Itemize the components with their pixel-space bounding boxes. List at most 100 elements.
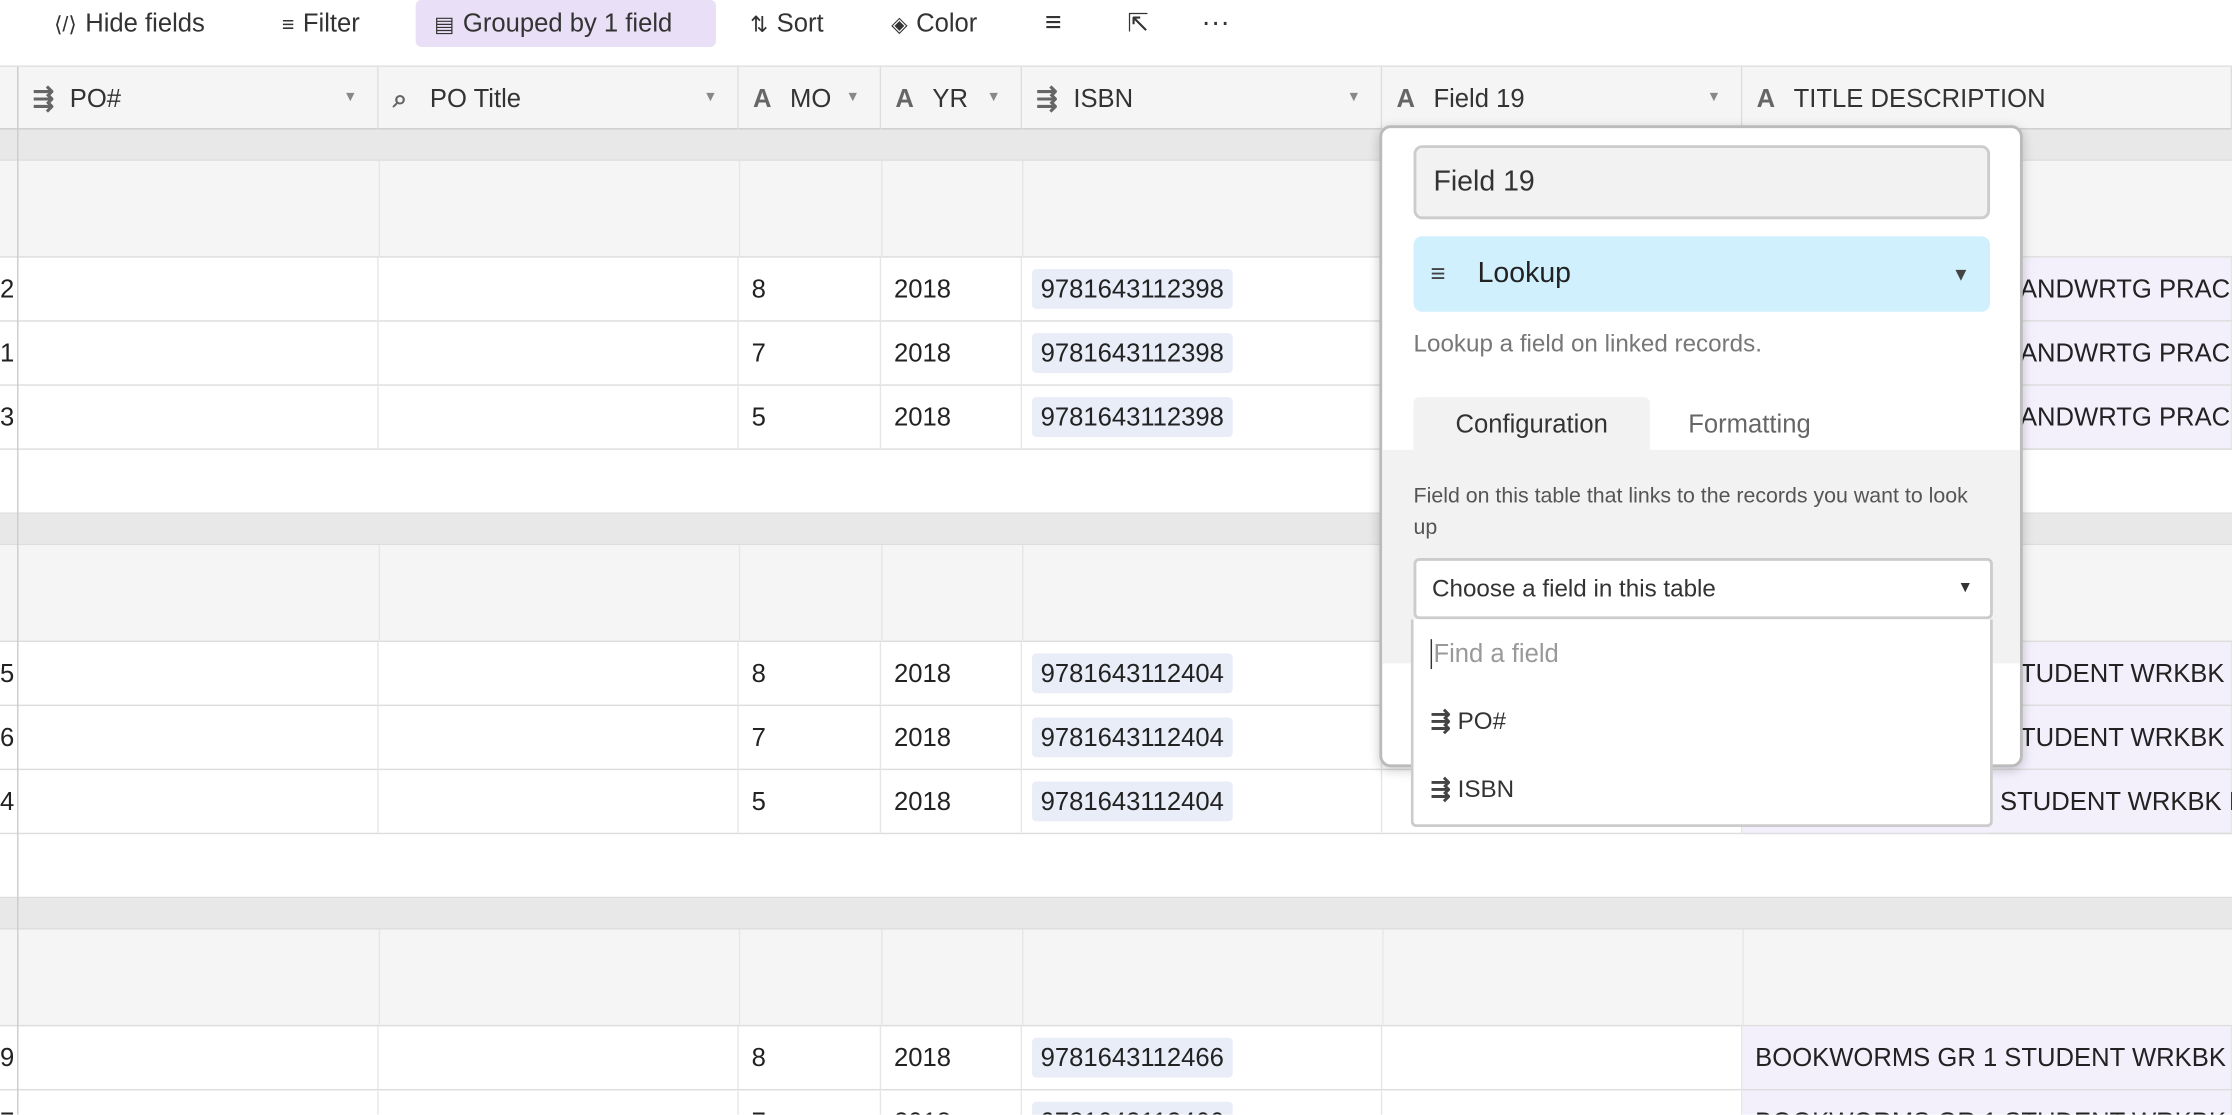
column-header[interactable]: MO A ▼: [738, 66, 882, 130]
toolbar-button[interactable]: ◈ Color: [891, 8, 978, 38]
cell-isbn[interactable]: 9781643112466: [1022, 1090, 1383, 1115]
tab[interactable]: Formatting: [1688, 409, 1811, 439]
column-header[interactable]: ISBN ⇶ ▼: [1022, 66, 1383, 130]
cell-mo[interactable]: 7: [738, 706, 882, 771]
cell[interactable]: [1382, 1090, 1743, 1115]
search-input[interactable]: Find a field: [1430, 639, 1559, 670]
link-field-select[interactable]: Choose a field in this table ▼: [1413, 558, 1993, 620]
cell-yr[interactable]: 2018: [881, 706, 1023, 771]
toolbar-label: Filter: [302, 8, 360, 38]
toolbar: [0, 0, 2232, 67]
cell[interactable]: [378, 1026, 739, 1091]
row-number: 9: [0, 1026, 19, 1091]
cell-yr[interactable]: 2018: [881, 385, 1023, 450]
field-option[interactable]: ⇶ PO#: [1430, 707, 1507, 735]
cell-title-text: ANDWRTG PRAC: [2007, 386, 2232, 450]
cell[interactable]: [18, 770, 379, 835]
option-label: PO#: [1457, 707, 1507, 735]
cell-title[interactable]: [1742, 1026, 2232, 1091]
cell-mo[interactable]: 7: [738, 321, 882, 386]
cell[interactable]: [379, 1090, 739, 1115]
field-type-select[interactable]: Lookup ▼ ≡: [1413, 236, 1991, 312]
isbn-pill: 9781643112404: [1032, 717, 1233, 758]
cell[interactable]: [378, 770, 739, 835]
cell-mo[interactable]: 8: [738, 641, 882, 707]
cell-mo[interactable]: 5: [738, 385, 882, 450]
cell-yr[interactable]: 2018: [881, 770, 1023, 835]
cell[interactable]: [1382, 1026, 1743, 1091]
cell[interactable]: [18, 385, 379, 450]
toolbar-button[interactable]: ⟨/⟩ Hide fields: [54, 8, 205, 38]
isbn-pill: 9781643112398: [1032, 397, 1233, 438]
isbn-pill: 9781643112404: [1032, 781, 1233, 822]
column-header[interactable]: YR A ▼: [881, 66, 1023, 130]
isbn-pill: 9781643112398: [1032, 333, 1233, 373]
cell-yr[interactable]: 2018: [881, 1026, 1023, 1091]
row-height-icon[interactable]: ≡: [1044, 7, 1062, 39]
cell-mo[interactable]: 8: [738, 257, 882, 322]
cell-yr[interactable]: 2018: [881, 641, 1023, 707]
toolbar-button[interactable]: ≡ Filter: [281, 8, 360, 38]
row-number-header: [0, 66, 19, 130]
cell[interactable]: [18, 321, 379, 386]
column-header[interactable]: TITLE DESCRIPTION A: [1742, 66, 2232, 130]
cell[interactable]: [18, 1026, 379, 1091]
cell[interactable]: [19, 1090, 379, 1115]
cell-isbn[interactable]: 9781643112466: [1022, 1026, 1383, 1091]
cell[interactable]: [18, 641, 379, 707]
column-header[interactable]: PO Title ⌕ ▼: [378, 66, 739, 130]
field-option[interactable]: ⇶ ISBN: [1430, 775, 1515, 803]
cell-isbn[interactable]: 9781643112398: [1022, 385, 1383, 450]
row-number: 4: [0, 770, 19, 835]
cell[interactable]: [378, 257, 739, 322]
cell-mo[interactable]: 7: [739, 1090, 882, 1115]
row-number: 3: [0, 385, 19, 450]
column-header[interactable]: PO# ⇶ ▼: [18, 66, 379, 130]
cell-isbn[interactable]: 9781643112398: [1022, 257, 1383, 322]
group-header: [0, 929, 2232, 1027]
cell-isbn[interactable]: 9781643112404: [1022, 770, 1383, 835]
cell[interactable]: [378, 641, 739, 707]
col-sep: [1022, 545, 1024, 642]
col-sep: [738, 160, 741, 258]
select-placeholder: Choose a field in this table: [1432, 575, 1716, 603]
share-icon[interactable]: ⇱: [1127, 8, 1149, 38]
toolbar-button[interactable]: ⇅ Sort: [750, 8, 824, 38]
column-header[interactable]: Field 19 A ▼: [1382, 66, 1743, 130]
col-sep: [881, 545, 883, 642]
cell[interactable]: [378, 321, 739, 386]
col-sep: [738, 929, 741, 1027]
cell-mo[interactable]: 5: [738, 770, 882, 835]
col-sep: [1742, 929, 1744, 1027]
toolbar-label: Grouped by 1 field: [462, 8, 673, 38]
cell[interactable]: [378, 385, 739, 450]
toolbar-button[interactable]: ▤ Grouped by 1 field: [434, 8, 673, 38]
cell-title[interactable]: [1742, 1090, 2232, 1115]
cell-yr[interactable]: 2018: [881, 257, 1023, 322]
cell-yr[interactable]: 2018: [881, 321, 1023, 386]
isbn-pill: 9781643112398: [1032, 269, 1233, 309]
row-number: 2: [0, 257, 19, 322]
row-number: 1: [0, 321, 19, 386]
field-popup: Field 19 Lookup ▼ ≡ Lookup a field on link…: [1379, 125, 2023, 828]
tab[interactable]: Configuration: [1413, 397, 1650, 452]
cell[interactable]: [18, 257, 379, 322]
cell[interactable]: [18, 706, 379, 771]
cell-title-text: TUDENT WRKBK I: [2007, 642, 2232, 707]
more-icon[interactable]: ···: [1201, 7, 1230, 39]
cell-mo[interactable]: 8: [738, 1026, 882, 1091]
toolbar-label: Hide fields: [85, 8, 205, 38]
cell[interactable]: [378, 706, 739, 771]
cell-yr[interactable]: 2018: [881, 1090, 1023, 1115]
group-divider: [0, 898, 2232, 930]
isbn-pill: 9781643112466: [1032, 1101, 1233, 1115]
cell-isbn[interactable]: 9781643112404: [1022, 641, 1383, 707]
field-dropdown: Find a field ⇶ PO# ⇶ ISBN: [1410, 619, 1993, 828]
field-name-input[interactable]: Field 19: [1413, 145, 1991, 220]
isbn-pill: 9781643112404: [1032, 653, 1233, 694]
cell-isbn[interactable]: 9781643112398: [1022, 321, 1383, 386]
type-description: Lookup a field on linked records.: [1413, 330, 1762, 358]
toolbar-label: Sort: [776, 8, 824, 38]
cell-isbn[interactable]: 9781643112404: [1022, 706, 1383, 771]
